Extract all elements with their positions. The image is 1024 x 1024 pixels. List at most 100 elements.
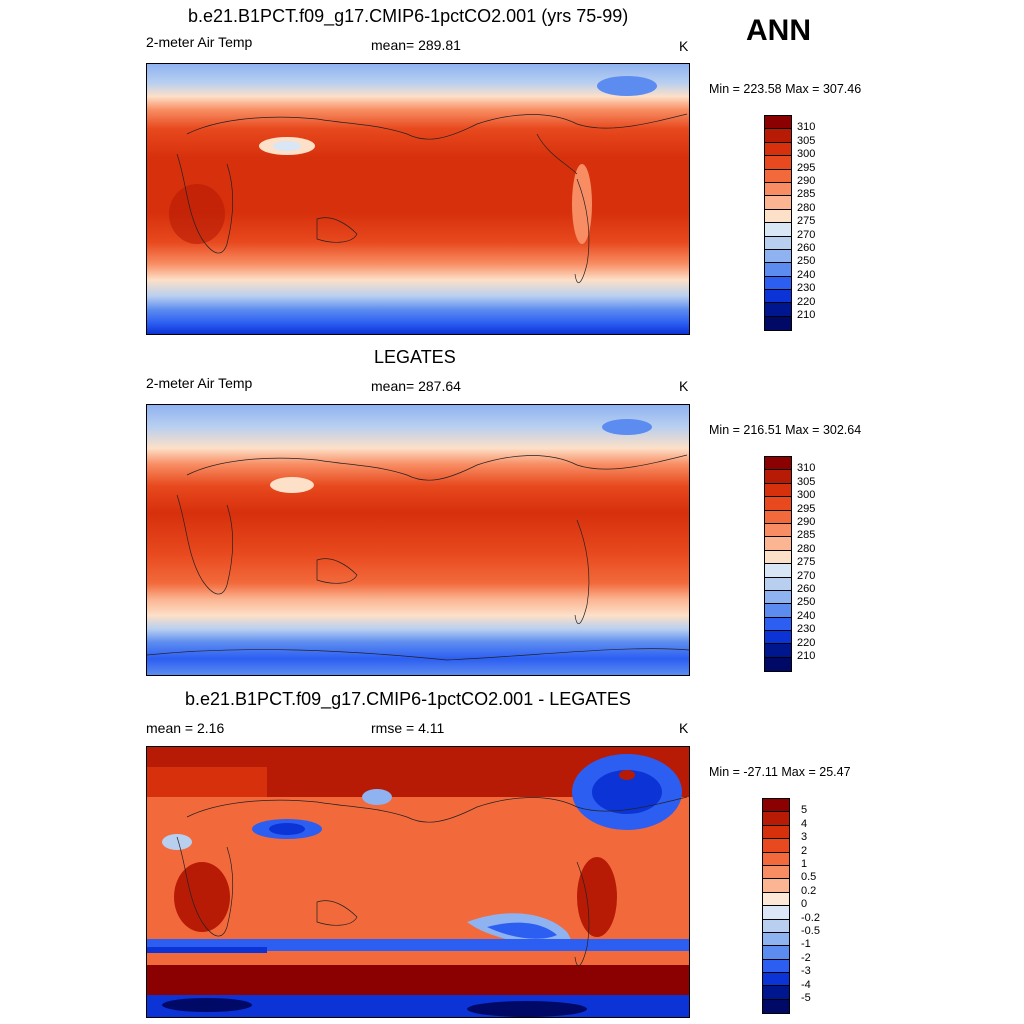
panel2-colorbar-tick-label: 280 xyxy=(797,542,816,555)
panel3-colorbar-swatch xyxy=(763,973,789,987)
panel3-colorbar-tick-label: 5 xyxy=(801,804,808,817)
panel1-minmax: Min = 223.58 Max = 307.46 xyxy=(709,82,862,96)
panel1-colorbar-labels: 310 305 300 295 290 285 280 275 270 260 250 240 230 2… xyxy=(797,115,837,329)
panel1-variable-label: 2-meter Air Temp xyxy=(146,34,253,50)
panel1-map xyxy=(146,63,690,335)
panel2-colorbar-tick-label: 240 xyxy=(797,609,816,622)
panel1-colorbar-tick-label: 310 xyxy=(797,121,816,134)
panel1-colorbar-tick-label: 280 xyxy=(797,201,816,214)
panel3-colorbar-swatch xyxy=(763,919,789,933)
panel1-colorbar-swatch xyxy=(765,182,791,197)
panel1-colorbar-tick-label: 300 xyxy=(797,148,816,161)
panel1-colorbar-tick-label: 270 xyxy=(797,228,816,241)
panel1-colorbar-swatch xyxy=(765,263,791,277)
panel2-colorbar-tick-label: 295 xyxy=(797,502,816,515)
panel3-colorbar-tick-label: 3 xyxy=(801,831,808,844)
panel2-colorbar-swatch xyxy=(765,631,791,645)
panel3-colorbar-tick-label: -3 xyxy=(801,965,811,978)
panel1-colorbar-swatch xyxy=(765,236,791,250)
panel3-title: b.e21.B1PCT.f09_g17.CMIP6-1pctCO2.001 - … xyxy=(185,689,631,709)
panel2-colorbar-swatch xyxy=(765,537,791,551)
panel1-colorbar-tick-label: 260 xyxy=(797,242,816,254)
panel3-colorbar-swatch xyxy=(763,999,789,1014)
panel2-colorbar-tick-label: 310 xyxy=(797,462,816,475)
panel3-minmax: Min = -27.11 Max = 25.47 xyxy=(709,765,851,779)
panel2-colorbar-tick-label: 260 xyxy=(797,583,816,595)
panel3-colorbar-tick-label: -1 xyxy=(801,938,811,951)
panel3-colorbar-tick-label: 2 xyxy=(801,844,808,857)
panel3-colorbar-swatch xyxy=(763,839,789,853)
panel2-colorbar-swatch xyxy=(765,523,791,538)
panel1-colorbar-tick-label: 290 xyxy=(797,175,816,187)
panel1-colorbar-tick-label: 295 xyxy=(797,161,816,174)
panel1-colorbar-tick-label: 210 xyxy=(797,309,816,321)
panel2-colorbar-swatch xyxy=(765,470,791,484)
panel2-colorbar-swatch xyxy=(765,577,791,591)
panel2-map xyxy=(146,404,690,676)
panel2-colorbar-swatch xyxy=(765,483,791,498)
panel1-colorbar-swatch xyxy=(765,156,791,170)
panel2-colorbar-swatch xyxy=(765,497,791,511)
panel2-colorbar-tick-label: 275 xyxy=(797,556,816,569)
panel3-colorbar-tick-label: 1 xyxy=(801,858,808,870)
panel1-colorbar-swatch xyxy=(765,209,791,224)
panel3-colorbar-tick-label: 4 xyxy=(801,817,808,830)
panel2-colorbar-tick-label: 305 xyxy=(797,475,816,488)
panel2-colorbar-swatch xyxy=(765,617,791,632)
panel1-colorbar-swatch xyxy=(765,303,791,317)
panel1-colorbar-tick-label: 250 xyxy=(797,255,816,268)
panel3-map xyxy=(146,746,690,1018)
panel2-colorbar-tick-label: 230 xyxy=(797,623,816,636)
panel2-colorbar-tick-label: 285 xyxy=(797,529,816,542)
panel3-colorbar-tick-label: -5 xyxy=(801,992,811,1004)
panel3-colorbar-swatch xyxy=(763,825,789,840)
panel3-mean-label: mean = 2.16 xyxy=(146,720,225,736)
panel2-colorbar-swatch xyxy=(765,604,791,618)
panel2-colorbar-tick-label: 250 xyxy=(797,596,816,609)
panel3-colorbar-tick-label: -0.2 xyxy=(801,911,820,924)
panel3-colorbar-swatch xyxy=(763,959,789,974)
panel3-colorbar-tick-label: -4 xyxy=(801,978,811,991)
panel3-colorbar-tick-label: 0.5 xyxy=(801,871,817,884)
panel2-colorbar-tick-label: 220 xyxy=(797,636,816,649)
panel2-colorbar-tick-label: 290 xyxy=(797,516,816,528)
panel3-colorbar-swatch xyxy=(763,799,789,813)
panel1-colorbar-swatch xyxy=(765,142,791,157)
panel1-colorbar-tick-label: 305 xyxy=(797,134,816,147)
panel3-colorbar-tick-label: -0.5 xyxy=(801,925,820,937)
panel3-colorbar-swatch xyxy=(763,865,789,880)
panel3-colorbar-labels: 5 4 3 2 1 0.5 0.2 0 -0.2 -0.5 -1 -2 -3 -4 -5 xyxy=(801,798,841,1012)
panel3-colorbar-swatch xyxy=(763,986,789,1000)
panel2-mean-label: mean= 287.64 xyxy=(371,378,461,394)
panel3-colorbar-swatch xyxy=(763,812,789,826)
panel1-colorbar-tick-label: 275 xyxy=(797,215,816,228)
panel3-colorbar-swatch xyxy=(763,852,789,866)
panel3-colorbar xyxy=(762,798,790,1015)
panel2-colorbar-swatch xyxy=(765,457,791,471)
panel1-colorbar-swatch xyxy=(765,290,791,304)
panel1-colorbar-tick-label: 285 xyxy=(797,188,816,201)
panel1-colorbar xyxy=(764,115,792,332)
panel1-colorbar-swatch xyxy=(765,276,791,291)
panel2-colorbar-swatch xyxy=(765,590,791,605)
panel2-colorbar-swatch xyxy=(765,657,791,672)
panel1-colorbar-swatch xyxy=(765,316,791,331)
panel3-colorbar-tick-label: 0.2 xyxy=(801,884,817,897)
panel2-colorbar-swatch xyxy=(765,564,791,578)
panel1-colorbar-swatch xyxy=(765,116,791,130)
panel1-colorbar-swatch xyxy=(765,129,791,143)
panel2-colorbar-swatch xyxy=(765,510,791,524)
panel3-colorbar-swatch xyxy=(763,932,789,947)
panel3-colorbar-swatch xyxy=(763,879,789,893)
panel2-colorbar-labels: 310 305 300 295 290 285 280 275 270 260 250 240 230 2… xyxy=(797,456,837,670)
panel1-colorbar-tick-label: 240 xyxy=(797,268,816,281)
panel1-units: K xyxy=(679,38,689,54)
panel2-units: K xyxy=(679,378,689,394)
panel2-colorbar-tick-label: 300 xyxy=(797,489,816,502)
panel2-title: LEGATES xyxy=(374,347,456,367)
panel2-minmax: Min = 216.51 Max = 302.64 xyxy=(709,423,862,437)
panel3-colorbar-swatch xyxy=(763,906,789,920)
panel1-colorbar-tick-label: 220 xyxy=(797,295,816,308)
panel2-colorbar-swatch xyxy=(765,550,791,565)
panel1-colorbar-tick-label: 230 xyxy=(797,282,816,295)
